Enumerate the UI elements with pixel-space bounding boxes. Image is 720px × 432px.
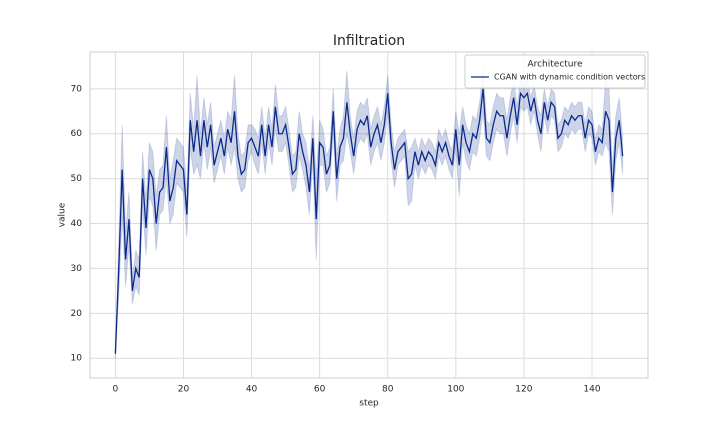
x-tick-label: 100 (447, 385, 464, 395)
y-tick-label: 50 (71, 174, 83, 184)
y-tick-label: 30 (71, 264, 83, 274)
x-tick-label: 60 (314, 385, 326, 395)
y-tick-label: 70 (71, 84, 83, 94)
x-tick-label: 40 (246, 385, 258, 395)
x-tick-label: 20 (178, 385, 190, 395)
legend-box (464, 54, 646, 89)
y-tick-label: 60 (71, 129, 83, 139)
legend-title: Architecture (527, 60, 583, 70)
confidence-band (114, 66, 624, 359)
chart-title: Infiltration (333, 33, 405, 49)
y-tick-label: 10 (71, 354, 83, 364)
x-tick-label: 80 (382, 385, 394, 395)
data-line (114, 88, 624, 354)
y-axis-label: value (58, 202, 68, 227)
x-tick-label: 140 (583, 385, 600, 395)
x-axis-label: step (359, 399, 379, 409)
x-tick-label: 0 (112, 385, 118, 395)
y-tick-label: 20 (71, 309, 83, 319)
x-tick-label: 120 (515, 385, 532, 395)
legend-label: CGAN with dynamic condition vectors (494, 73, 645, 82)
y-tick-label: 40 (71, 219, 83, 229)
plot-frame (89, 51, 649, 379)
